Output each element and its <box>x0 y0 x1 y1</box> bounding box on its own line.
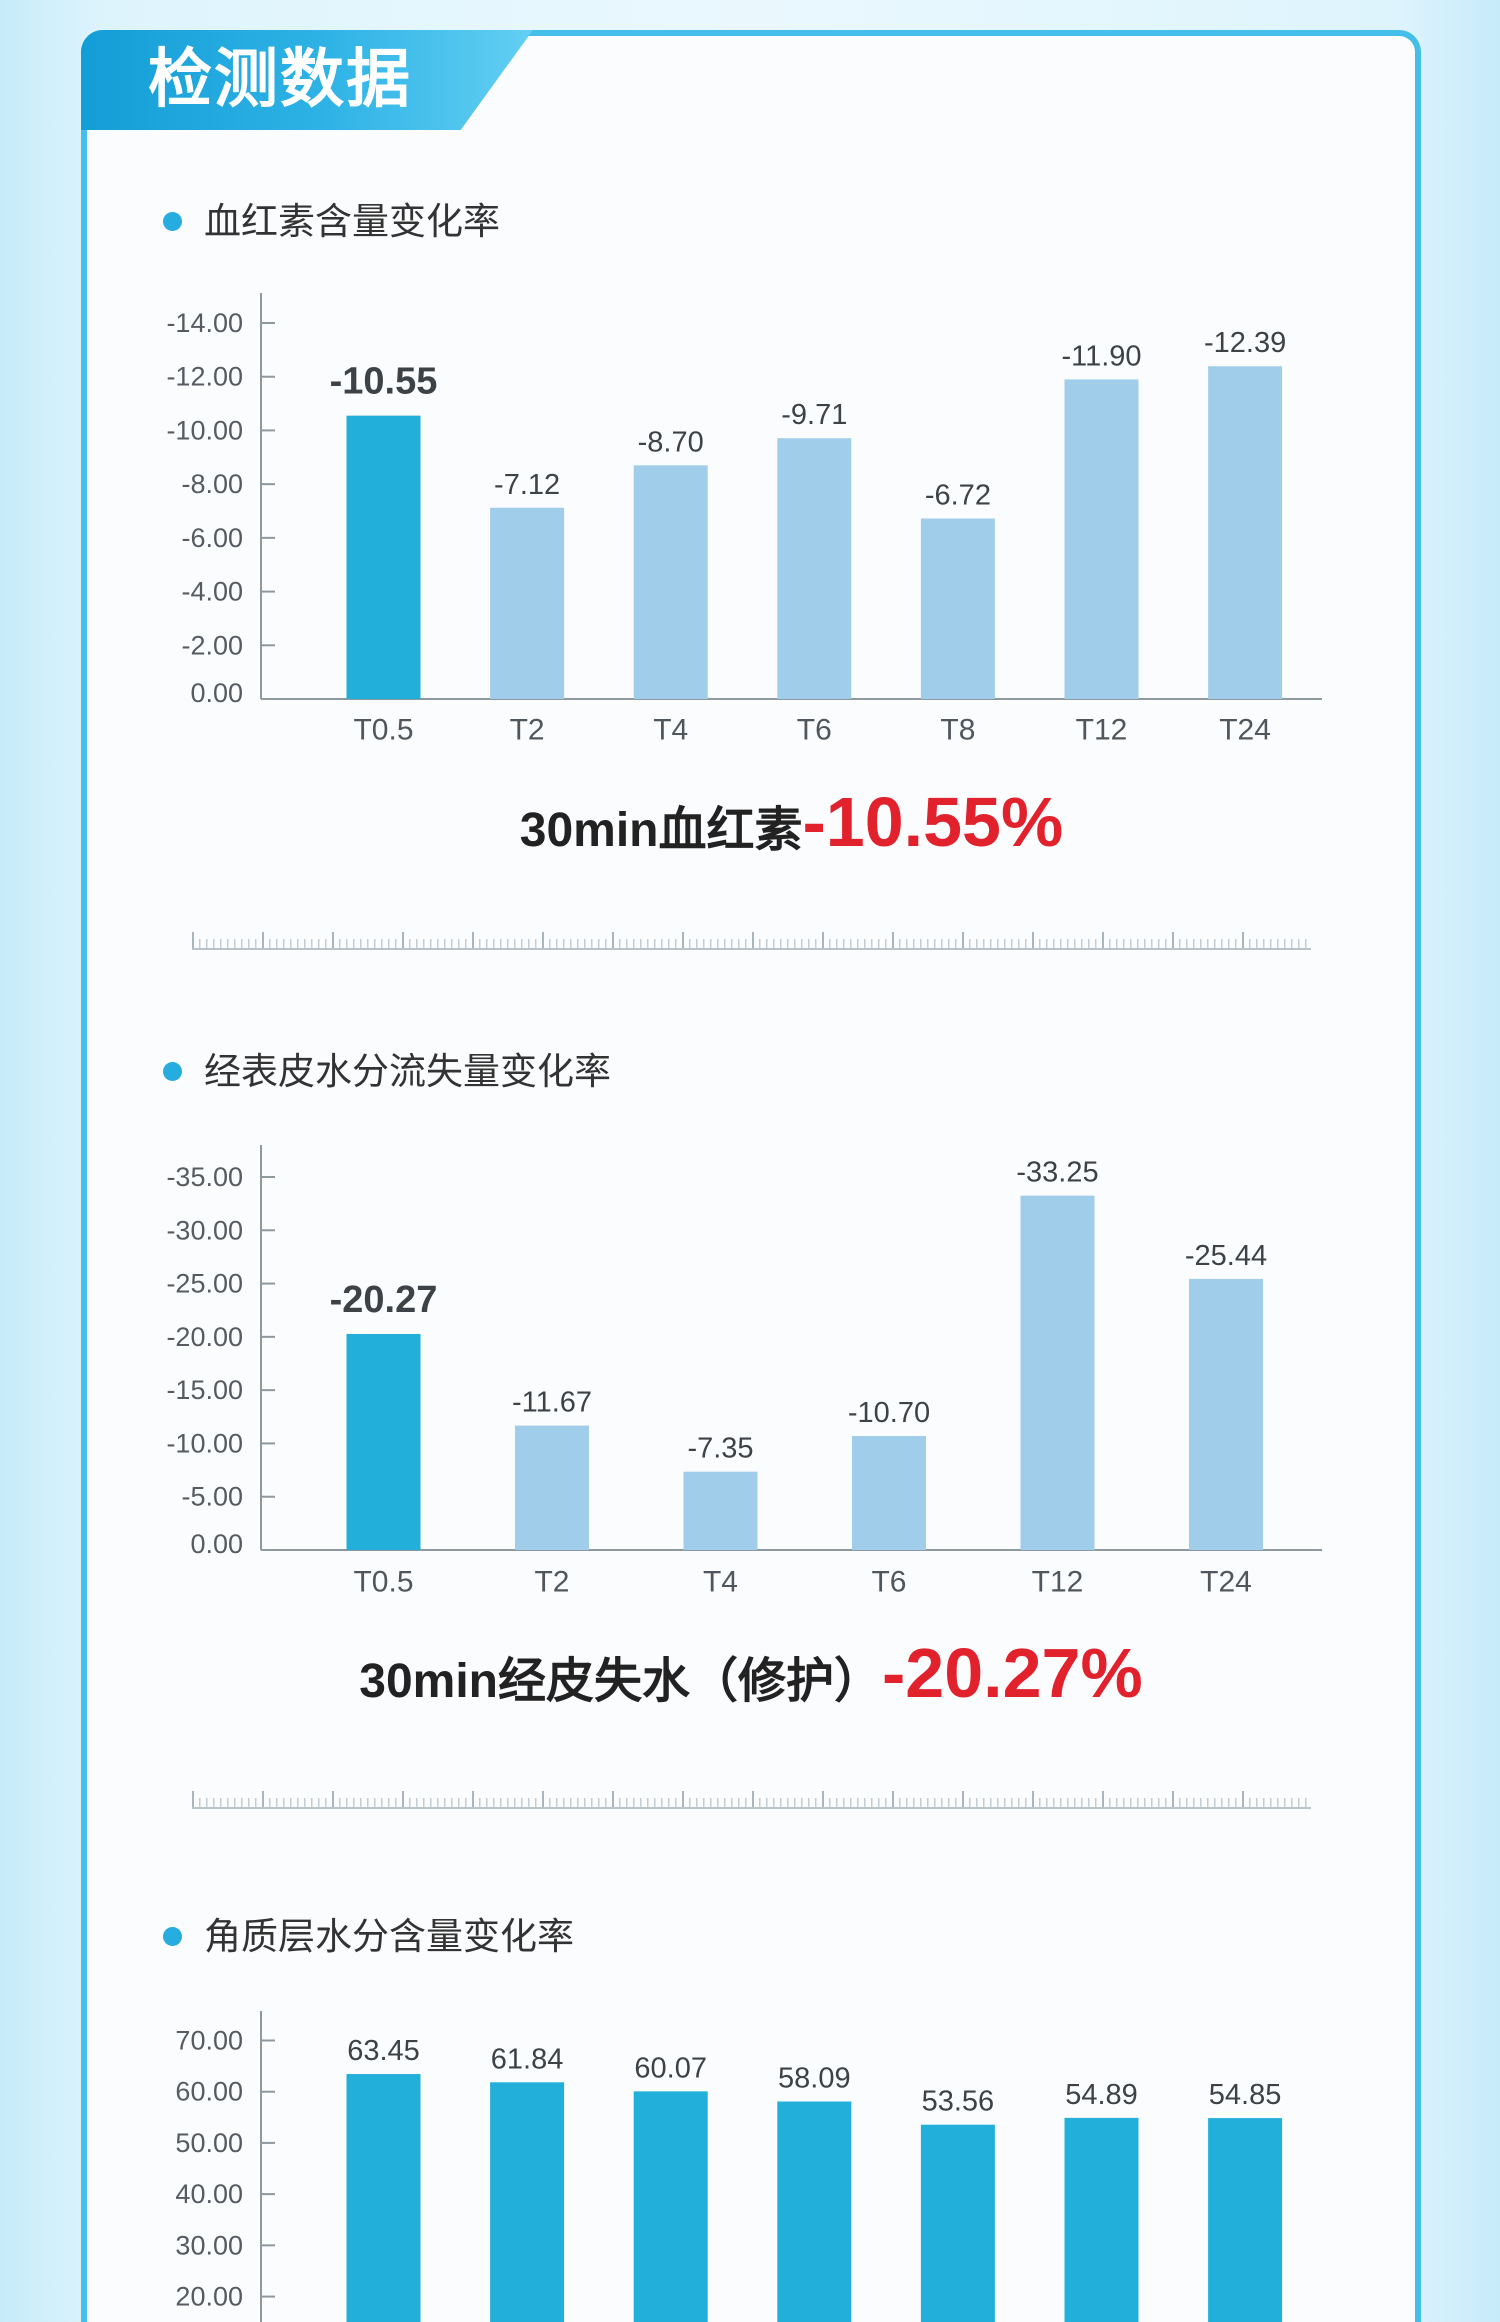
x-tick-label: T6 <box>797 714 832 747</box>
x-tick-label: T0.5 <box>353 714 413 747</box>
value-label: 58.09 <box>778 2062 851 2094</box>
bar-t12 <box>1021 1196 1095 1550</box>
highlight-value-label: -10.55 <box>330 361 438 403</box>
summary-tewl: 30min经皮失水（修护）-20.27% <box>81 1628 1421 1718</box>
value-label: 54.85 <box>1209 2079 1282 2111</box>
summary-label: 30min血红素 <box>520 804 803 857</box>
bar-t8 <box>921 519 995 699</box>
summary-label: 30min经皮失水（修护） <box>359 1655 882 1708</box>
section-title-text: 角质层水分含量变化率 <box>204 1916 574 1957</box>
y-tick-label: 70.00 <box>175 2026 243 2056</box>
value-label: -11.67 <box>512 1387 592 1419</box>
chart-hemoglobin-change: 0.00 -2.00 -4.00 -6.00 -8.00 -10.00 -12.00 -14.… <box>0 280 1500 760</box>
y-tick-label: -25.00 <box>166 1269 243 1299</box>
y-tick-label: -14.00 <box>166 308 243 338</box>
bar-t0-5 <box>347 1334 421 1550</box>
value-label: -9.71 <box>781 399 847 431</box>
x-tick-label: T4 <box>653 714 688 747</box>
bullet-dot-icon <box>163 1062 182 1081</box>
bar-t6 <box>852 1436 926 1550</box>
summary-value: -20.27% <box>882 1634 1143 1712</box>
y-tick-label: -2.00 <box>181 630 243 660</box>
summary-hemoglobin: 30min血红素-10.55% <box>261 777 1322 867</box>
bar-t0-5 <box>347 416 421 699</box>
bar-1 <box>347 2074 421 2322</box>
section-title-hemoglobin: 血红素含量变化率 <box>163 197 500 247</box>
y-tick-label: 30.00 <box>175 2230 243 2260</box>
x-tick-label: T12 <box>1032 1566 1084 1599</box>
y-tick-label: -10.00 <box>166 1428 243 1458</box>
y-tick-label: 0.00 <box>190 678 243 708</box>
value-label: 61.84 <box>491 2043 564 2075</box>
y-tick-label: -10.00 <box>166 415 243 445</box>
value-label: -12.39 <box>1204 327 1286 359</box>
y-tick-label: -15.00 <box>166 1375 243 1405</box>
bar-6 <box>1065 2118 1139 2322</box>
x-tick-label: T24 <box>1200 1566 1252 1599</box>
bar-t4 <box>634 465 708 699</box>
bar-t6 <box>777 438 851 699</box>
y-tick-label: 50.00 <box>175 2128 243 2158</box>
bar-4 <box>777 2101 851 2322</box>
x-tick-label: T0.5 <box>353 1566 413 1599</box>
section-title-text: 血红素含量变化率 <box>204 201 500 242</box>
y-tick-label: 60.00 <box>175 2077 243 2107</box>
bar-7 <box>1208 2118 1282 2322</box>
value-label: -10.70 <box>848 1397 930 1429</box>
value-label: -7.35 <box>687 1433 753 1465</box>
bar-t24 <box>1208 366 1282 699</box>
header-title: 检测数据 <box>148 30 412 128</box>
x-tick-label: T12 <box>1076 714 1128 747</box>
highlight-value-label: -20.27 <box>330 1279 438 1321</box>
x-tick-label: T8 <box>940 714 975 747</box>
y-tick-label: -4.00 <box>181 577 243 607</box>
value-label: -6.72 <box>925 480 991 512</box>
bullet-dot-icon <box>163 1927 182 1946</box>
section-title-stratum-moisture: 角质层水分含量变化率 <box>163 1912 574 1962</box>
chart-tewl-change: 0.00 -5.00 -10.00 -15.00 -20.00 -25.00 -30.00 -… <box>0 1130 1500 1610</box>
section-title-text: 经表皮水分流失量变化率 <box>204 1051 611 1092</box>
x-tick-label: T4 <box>703 1566 738 1599</box>
bar-t2 <box>515 1426 589 1550</box>
y-tick-label: -5.00 <box>181 1482 243 1512</box>
value-label: -33.25 <box>1016 1157 1098 1189</box>
value-label: 63.45 <box>347 2035 420 2067</box>
y-tick-label: -35.00 <box>166 1162 243 1192</box>
bar-2 <box>490 2082 564 2322</box>
y-tick-label: 40.00 <box>175 2179 243 2209</box>
divider-ruler <box>192 1791 1311 1809</box>
bar-t12 <box>1065 379 1139 699</box>
x-tick-label: T2 <box>534 1566 569 1599</box>
value-label: 54.89 <box>1065 2079 1138 2111</box>
y-tick-label: -12.00 <box>166 362 243 392</box>
bar-3 <box>634 2091 708 2322</box>
value-label: 53.56 <box>922 2086 995 2118</box>
value-label: 60.07 <box>634 2052 707 2084</box>
y-tick-label: 20.00 <box>175 2282 243 2312</box>
value-label: -25.44 <box>1185 1240 1267 1272</box>
y-tick-label: -6.00 <box>181 523 243 553</box>
y-tick-label: 0.00 <box>190 1529 243 1559</box>
chart-stratum-moisture-change: 20.00 30.00 40.00 50.00 60.00 70.00 63.45 61.84… <box>0 1990 1500 2322</box>
header-tab: 检测数据 <box>81 30 533 130</box>
section-title-tewl: 经表皮水分流失量变化率 <box>163 1047 611 1097</box>
bar-t4 <box>684 1472 758 1550</box>
value-label: -7.12 <box>494 469 560 501</box>
bar-5 <box>921 2125 995 2322</box>
y-tick-label: -30.00 <box>166 1215 243 1245</box>
bar-t24 <box>1189 1279 1263 1550</box>
bar-t2 <box>490 508 564 699</box>
y-tick-label: -8.00 <box>181 469 243 499</box>
x-tick-label: T2 <box>510 714 545 747</box>
y-tick-label: -20.00 <box>166 1322 243 1352</box>
value-label: -8.70 <box>638 426 704 458</box>
summary-value: -10.55% <box>803 783 1064 861</box>
value-label: -11.90 <box>1061 340 1141 372</box>
bullet-dot-icon <box>163 212 182 231</box>
divider-ruler <box>192 932 1311 950</box>
x-tick-label: T6 <box>871 1566 906 1599</box>
x-tick-label: T24 <box>1219 714 1271 747</box>
